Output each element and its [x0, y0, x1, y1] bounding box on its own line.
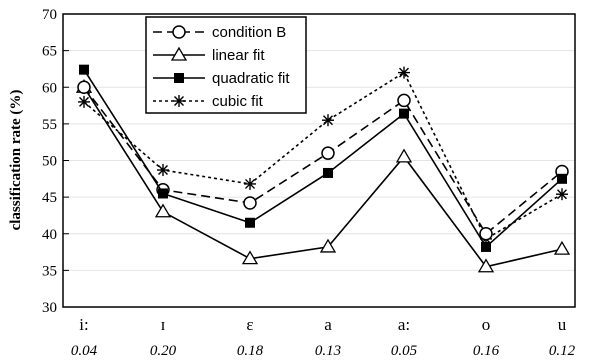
data-point-triangle: [319, 238, 337, 253]
star-stroke: [323, 115, 333, 126]
y-tick-label: 70: [42, 7, 57, 23]
y-axis-ticks: 30 35 40 45 50 55 60 65 70: [42, 7, 69, 316]
data-point-triangle: [553, 240, 571, 255]
x-tick-sublabel: 0.13: [315, 343, 341, 359]
y-tick-label: 60: [42, 80, 57, 96]
data-point-triangle: [154, 203, 172, 218]
y-tick-label: 50: [42, 154, 57, 170]
data-point-circle: [321, 146, 335, 160]
data-point-star: [322, 114, 334, 127]
legend-label: quadratic fit: [212, 70, 290, 87]
star-stroke: [174, 96, 184, 106]
x-tick-label: o: [482, 315, 491, 334]
star-stroke: [79, 96, 89, 107]
x-tick-label: a:: [398, 315, 410, 334]
y-tick-label: 40: [42, 227, 57, 243]
y-tick-label: 30: [42, 300, 57, 316]
data-point-triangle: [395, 148, 413, 163]
data-point-circle: [77, 80, 91, 94]
x-tick-label: ɛ: [246, 315, 253, 334]
x-tick-sublabel: 0.04: [71, 343, 98, 359]
legend-entry: quadratic fit: [153, 70, 290, 87]
legend-entry: linear fit: [153, 46, 265, 64]
data-point-star: [157, 164, 169, 177]
legend-label: cubic fit: [212, 93, 264, 110]
data-point-star: [173, 95, 185, 107]
data-point-square: [557, 173, 567, 184]
data-point-triangle: [170, 46, 188, 61]
y-tick-label: 55: [42, 117, 57, 133]
data-point-star: [78, 95, 90, 108]
data-point-square: [481, 241, 491, 252]
legend-entry: cubic fit: [153, 93, 264, 110]
data-point-circle: [397, 93, 411, 108]
x-tick-label: ɪ: [161, 315, 166, 334]
legend-label: condition B: [212, 24, 286, 41]
data-point-square: [245, 217, 255, 228]
y-axis-label: classification rate (%): [8, 90, 24, 231]
data-point-star: [398, 66, 410, 79]
x-axis-ticks: i: 0.04 ɪ 0.20 ɛ 0.18 a 0.13 a: 0.05 o 0.16 u 0.12: [71, 315, 576, 359]
data-point-star: [244, 177, 256, 190]
series-group: [75, 64, 571, 273]
legend-label: linear fit: [212, 47, 265, 64]
x-tick-sublabel: 0.16: [473, 343, 500, 359]
data-point-circle: [172, 25, 186, 39]
series-quadratic-fit: [79, 64, 567, 252]
legend-entry: condition B: [153, 24, 286, 41]
star-stroke: [557, 189, 567, 200]
star-stroke: [158, 165, 168, 176]
data-point-square: [174, 73, 184, 83]
data-point-square: [323, 167, 333, 178]
x-tick-label: u: [558, 315, 567, 334]
y-tick-label: 35: [42, 263, 57, 279]
x-tick-sublabel: 0.18: [237, 343, 264, 359]
data-point-triangle: [477, 258, 495, 273]
data-point-square: [158, 188, 168, 199]
data-point-triangle: [241, 250, 259, 265]
data-point-star: [556, 188, 568, 201]
data-point-circle: [479, 227, 493, 241]
data-point-square: [399, 108, 409, 119]
data-point-circle: [243, 196, 257, 210]
star-stroke: [245, 178, 255, 189]
x-tick-sublabel: 0.12: [549, 343, 576, 359]
x-tick-sublabel: 0.05: [391, 343, 418, 359]
x-tick-sublabel: 0.20: [150, 343, 177, 359]
legend: condition B linear fit quadratic fit cubic …: [145, 16, 307, 114]
y-tick-label: 65: [42, 44, 57, 60]
y-tick-label: 45: [42, 190, 57, 206]
star-stroke: [399, 67, 409, 78]
x-tick-label: a: [324, 315, 332, 334]
x-tick-label: i:: [79, 315, 88, 334]
data-point-square: [79, 64, 89, 75]
